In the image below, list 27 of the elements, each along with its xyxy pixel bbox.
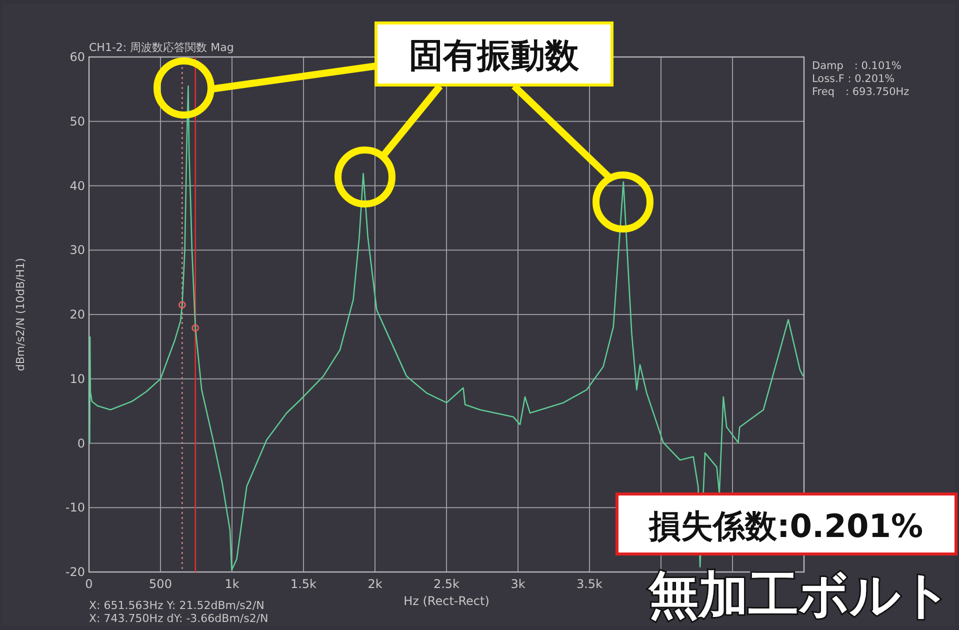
y-tick-label: 40 <box>70 178 85 193</box>
annotation: 無加工ボルト <box>648 566 952 624</box>
x-tick-label: 2k <box>368 577 382 591</box>
y-tick-label: 20 <box>70 308 85 322</box>
y-axis-title: dBm/s2/N (10dB/H1) <box>14 258 27 372</box>
text: Loss.F : 0.201% <box>812 73 895 85</box>
x-axis-title: Hz (Rect-Rect) <box>404 594 490 608</box>
x-tick-label: 3k <box>510 577 526 591</box>
annotation: 固有振動数 <box>409 36 580 76</box>
y-tick-label: 50 <box>70 114 85 128</box>
x-tick-label: 1.5k <box>290 577 317 591</box>
y-tick-label: 0 <box>77 436 85 450</box>
text: Damp : 0.101% <box>812 60 902 72</box>
annotation: 損失係数:0.201% <box>648 507 924 545</box>
x-tick-label: 1k <box>224 577 240 591</box>
x-tick-label: 2.5k <box>433 577 460 591</box>
text: X: 651.563Hz Y: 21.52dBm/s2/N <box>89 599 264 612</box>
y-tick-label: 30 <box>70 243 85 258</box>
y-tick-label: -10 <box>65 500 85 515</box>
y-tick-label: -20 <box>65 565 85 579</box>
y-tick-label: 10 <box>70 372 85 386</box>
text: Freq : 693.750Hz <box>812 86 910 98</box>
text: X: 743.750Hz dY: -3.66dBm/s2/N <box>89 612 268 625</box>
x-tick-label: 3.5k <box>576 577 603 591</box>
chart-title: CH1-2: 周波数応答関数 Mag <box>89 41 234 54</box>
y-tick-label: 60 <box>70 50 85 64</box>
x-tick-label: 500 <box>149 577 172 591</box>
